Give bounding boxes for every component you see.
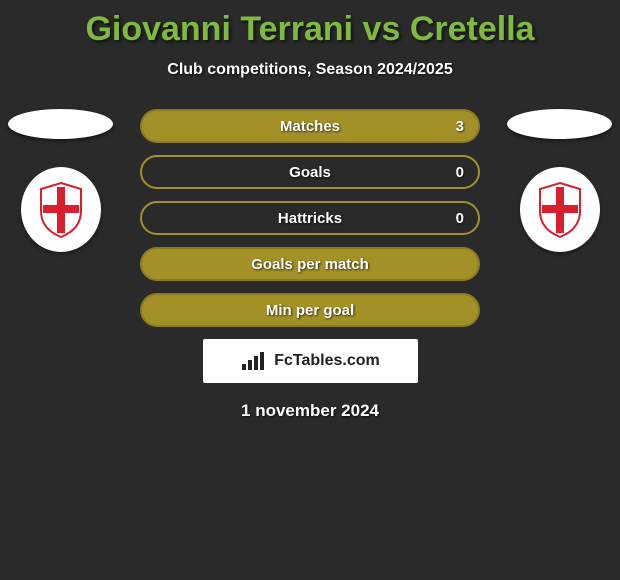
subtitle: Club competitions, Season 2024/2025: [0, 61, 620, 79]
stat-row: Goals 0: [140, 155, 480, 189]
stat-value-right: 0: [456, 210, 464, 227]
player1-avatar: [8, 109, 113, 252]
stat-value-right: 3: [456, 118, 464, 135]
stat-row: Min per goal: [140, 293, 480, 327]
bar-chart-icon: [240, 350, 268, 372]
stat-label: Hattricks: [278, 210, 342, 227]
vs-text: vs: [363, 10, 401, 48]
shield-icon: [536, 181, 584, 239]
player2-club-badge: [520, 167, 600, 252]
fctables-logo: FcTables.com: [203, 339, 418, 383]
stat-value-right: 0: [456, 164, 464, 181]
player1-head-icon: [8, 109, 113, 139]
stat-label: Goals per match: [251, 256, 369, 273]
date-label: 1 november 2024: [0, 401, 620, 421]
stat-label: Matches: [280, 118, 340, 135]
content-area: Matches 3 Goals 0 Hattricks 0 Goals per …: [0, 109, 620, 421]
stat-row: Matches 3: [140, 109, 480, 143]
stat-label: Goals: [289, 164, 331, 181]
comparison-title: Giovanni Terrani vs Cretella: [0, 0, 620, 49]
player2-name: Cretella: [410, 10, 535, 48]
player2-head-icon: [507, 109, 612, 139]
player1-name: Giovanni Terrani: [85, 10, 353, 48]
stats-column: Matches 3 Goals 0 Hattricks 0 Goals per …: [140, 109, 480, 327]
shield-icon: [37, 181, 85, 239]
player1-club-badge: [21, 167, 101, 252]
player2-avatar: [507, 109, 612, 252]
stat-row: Hattricks 0: [140, 201, 480, 235]
stat-label: Min per goal: [266, 302, 354, 319]
stat-row: Goals per match: [140, 247, 480, 281]
logo-text: FcTables.com: [274, 352, 380, 370]
